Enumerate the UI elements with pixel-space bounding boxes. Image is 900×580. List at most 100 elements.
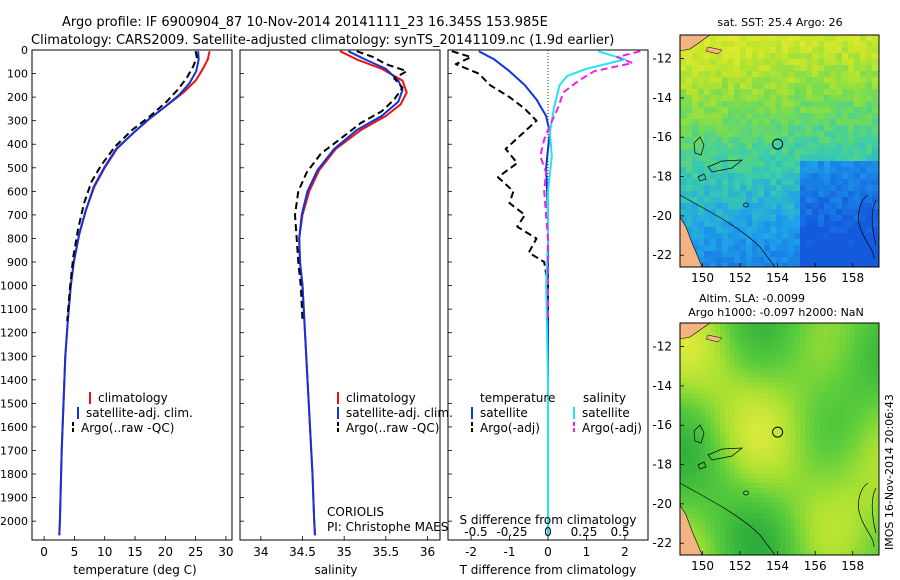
sla-map-cell	[755, 418, 761, 424]
sla-map-cell	[790, 553, 796, 555]
sla-map-cell	[715, 443, 721, 449]
sla-map-cell	[805, 473, 811, 479]
sst-map-cell	[818, 245, 825, 252]
sla-map: Altim. SLA: -0.0099 Argo h1000: -0.097 h…	[652, 292, 880, 573]
sla-map-cell	[715, 373, 721, 379]
sla-map-cell	[770, 373, 776, 379]
sla-map-cell	[775, 433, 781, 439]
sst-map-cell	[812, 41, 819, 48]
sla-map-cell	[765, 403, 771, 409]
sst-map-cell	[860, 125, 867, 132]
sst-map-cell	[710, 227, 717, 234]
sla-map-cell	[720, 468, 726, 474]
sst-map-cell	[848, 179, 855, 186]
sla-map-cell	[775, 523, 781, 529]
legend-label-sal-satellite: satellite	[582, 406, 630, 420]
sla-map-cell	[715, 343, 721, 349]
sla-map-cell	[745, 378, 751, 384]
sst-map-cell	[866, 131, 873, 138]
sla-map-cell	[825, 363, 831, 369]
sla-map-cell	[825, 418, 831, 424]
sla-map-cell	[820, 528, 826, 534]
sla-map-cell	[690, 523, 696, 529]
sla-map-cell	[790, 338, 796, 344]
sla-map-cell	[800, 458, 806, 464]
sla-map-cell	[760, 543, 766, 549]
sla-map-cell	[815, 428, 821, 434]
sst-map-cell	[788, 77, 795, 84]
sst-map-cell	[686, 107, 693, 114]
sla-map-cell	[800, 478, 806, 484]
sla-map-cell	[720, 378, 726, 384]
sst-map-field	[680, 35, 879, 267]
pi-annotation: PI: Christophe MAES	[327, 520, 448, 534]
sst-map-cell	[716, 239, 723, 246]
sla-map-cell	[730, 458, 736, 464]
sla-map-cell	[865, 323, 871, 329]
sla-map-cell	[870, 463, 876, 469]
sla-map-cell	[780, 483, 786, 489]
sst-map-cell	[776, 221, 783, 228]
difference-x-tick-label: 1	[583, 545, 591, 559]
sla-map-lon-tick-label: 152	[729, 559, 752, 573]
sst-map-cell	[752, 161, 759, 168]
sst-map-cell	[680, 65, 687, 72]
sst-map-cell	[824, 257, 831, 264]
sla-map-cell	[750, 363, 756, 369]
sst-map-cell	[746, 167, 753, 174]
sst-map-cell	[680, 209, 687, 216]
sla-map-cell	[825, 343, 831, 349]
sst-map-cell	[734, 215, 741, 222]
sst-map-cell	[722, 239, 729, 246]
sla-map-cell	[865, 338, 871, 344]
sst-map-cell	[764, 215, 771, 222]
sst-map-cell	[746, 143, 753, 150]
sst-map-cell	[680, 143, 687, 150]
sst-map-cell	[746, 149, 753, 156]
sla-map-cell	[865, 333, 871, 339]
sla-map-cell	[755, 393, 761, 399]
sst-map-cell	[686, 71, 693, 78]
sst-map: sat. SST: 25.4 Argo: 26 150 152 154 156 158-…	[652, 16, 880, 285]
sst-map-cell	[716, 227, 723, 234]
sla-map-cell	[840, 428, 846, 434]
sla-map-cell	[775, 483, 781, 489]
sla-map-cell	[775, 518, 781, 524]
sla-map-cell	[815, 448, 821, 454]
sst-map-cell	[698, 143, 705, 150]
sst-map-cell	[770, 239, 777, 246]
sla-map-cell	[825, 548, 831, 554]
sst-map-cell	[818, 95, 825, 102]
salinity-climatology-line	[298, 50, 408, 536]
sla-map-cell	[840, 343, 846, 349]
sst-map-cell	[818, 125, 825, 132]
sla-map-cell	[830, 463, 836, 469]
sla-map-cell	[735, 398, 741, 404]
sla-map-cell	[875, 333, 879, 339]
sst-map-cell	[794, 221, 801, 228]
sst-map-cell	[686, 155, 693, 162]
sla-map-cell	[705, 358, 711, 364]
sla-map-cell	[720, 333, 726, 339]
sst-map-cell	[770, 263, 777, 267]
sla-map-cell	[790, 513, 796, 519]
sst-map-cell	[758, 233, 765, 240]
sla-map-cell	[745, 413, 751, 419]
sla-map-cell	[700, 338, 706, 344]
sla-map-cell	[765, 383, 771, 389]
sla-map-cell	[790, 483, 796, 489]
sla-map-cell	[875, 383, 879, 389]
sla-map-cell	[710, 373, 716, 379]
sla-map-cell	[695, 473, 701, 479]
sla-map-cell	[765, 413, 771, 419]
sla-map-cell	[710, 323, 716, 329]
sst-map-cell	[824, 89, 831, 96]
sla-map-cell	[715, 463, 721, 469]
sla-map-cell	[755, 483, 761, 489]
sla-map-cell	[840, 548, 846, 554]
sla-map-cell	[785, 328, 791, 334]
sla-map-cell	[810, 483, 816, 489]
sla-map-cell	[785, 513, 791, 519]
sst-map-cell	[722, 107, 729, 114]
salinity-series-group	[294, 50, 408, 536]
